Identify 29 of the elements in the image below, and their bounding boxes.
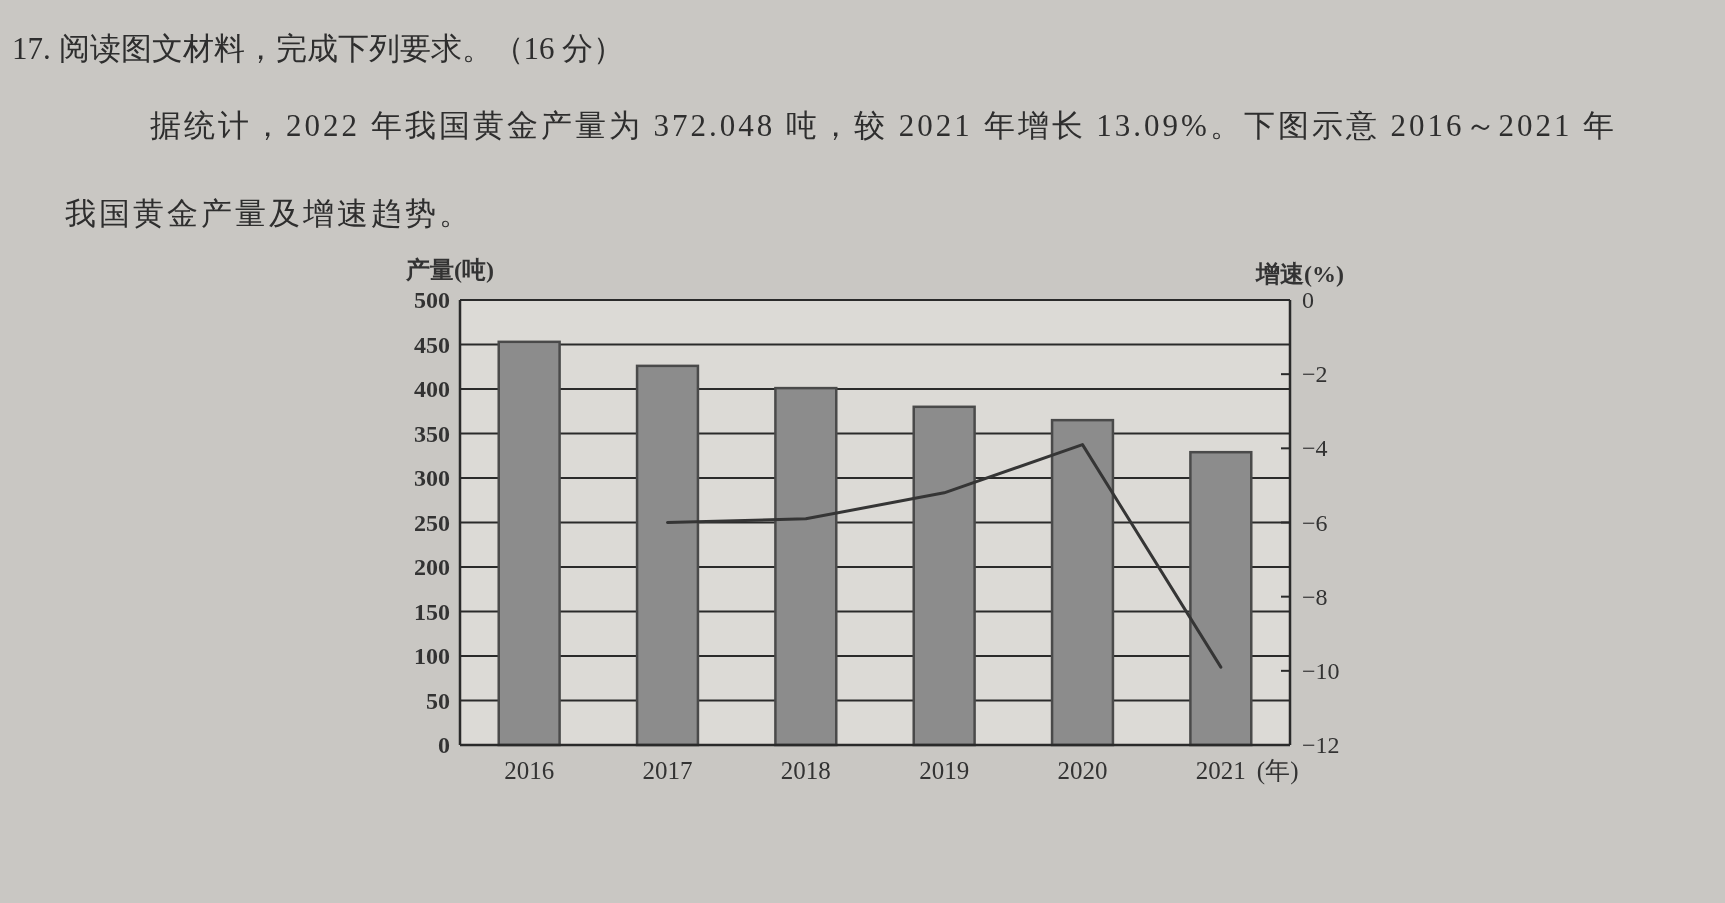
y2tick: −12 <box>1302 732 1340 758</box>
subtitle: 据统计，2022 年我国黄金产量为 372.048 吨，较 2021 年增长 13.09%。下图示意 2016～2021 年我国黄金产量及增速趋势。 <box>65 107 1619 233</box>
ytick: 400 <box>414 376 450 402</box>
ytick: 500 <box>414 287 450 313</box>
ytick: 0 <box>438 732 450 758</box>
ylabel: 产量(吨) <box>406 257 494 283</box>
ytick: 300 <box>414 465 450 491</box>
ytick: 250 <box>414 509 450 536</box>
xtick: 2018 <box>780 757 831 784</box>
ytick: 350 <box>414 420 450 447</box>
xtick: 2017 <box>642 757 693 784</box>
xtick: 2021 <box>1195 757 1246 784</box>
ytick: 450 <box>414 331 450 358</box>
y2tick: −8 <box>1302 583 1328 610</box>
xtick: 2016 <box>504 757 555 784</box>
y2tick: −4 <box>1302 435 1328 462</box>
xtick: 2020 <box>1057 757 1108 784</box>
xtick: 2019 <box>919 757 970 784</box>
ytick: 100 <box>414 643 450 669</box>
y2tick: −6 <box>1302 509 1328 536</box>
xlabel: (年) <box>1256 757 1299 784</box>
y2tick: 0 <box>1302 287 1314 313</box>
y2tick: −10 <box>1302 657 1340 684</box>
ytick: 150 <box>414 598 450 625</box>
title: 17. 阅读图文材料，完成下列要求。（16 分） <box>12 30 625 68</box>
ytick: 50 <box>426 687 450 714</box>
y2label: 增速(%) <box>1256 261 1344 287</box>
ytick: 200 <box>414 554 450 580</box>
y2tick: −2 <box>1302 361 1328 388</box>
